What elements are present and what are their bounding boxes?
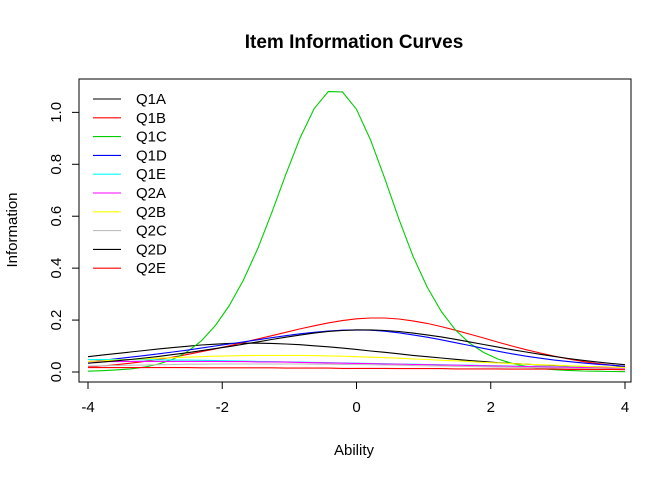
y-axis: 0.0 0.2 0.4 0.6 0.8 1.0 (48, 102, 80, 383)
y-tick-label: 0.4 (48, 258, 65, 279)
legend-label-q1b: Q1B (136, 110, 166, 127)
series-line-q2d (87, 329, 626, 366)
legend-label-q1e: Q1E (136, 166, 166, 183)
x-tick-label: 2 (487, 399, 495, 416)
y-tick-label: 0.0 (48, 362, 65, 383)
legend-label-q1a: Q1A (136, 91, 166, 108)
series-line-q2b (87, 354, 626, 369)
x-axis: -4 -2 0 2 4 (81, 381, 629, 416)
x-tick-label: 4 (621, 399, 629, 416)
legend-label-q2d: Q2D (136, 241, 167, 258)
series-line-q2a (88, 360, 626, 369)
x-tick-label: 0 (352, 399, 360, 416)
legend-label-q2a: Q2A (136, 185, 166, 202)
y-tick-label: 0.2 (48, 310, 65, 331)
y-tick-label: 0.8 (48, 154, 65, 175)
legend-label-q2c: Q2C (136, 223, 167, 240)
x-axis-label: Ability (334, 442, 375, 459)
series-line-q2e (88, 367, 626, 371)
plot-area-border (78, 78, 632, 383)
chart-title: Item Information Curves (245, 32, 464, 53)
y-tick-label: 1.0 (48, 102, 65, 123)
legend-label-q2e: Q2E (136, 260, 166, 277)
y-tick-label: 0.6 (48, 206, 65, 227)
series-line-q2c (87, 363, 626, 370)
x-tick-label: -2 (216, 399, 229, 416)
x-tick-label: -4 (81, 399, 94, 416)
series-lines (87, 91, 626, 373)
legend-label-q1d: Q1D (136, 147, 167, 164)
legend-label-q1c: Q1C (136, 129, 167, 146)
legend-label-q2b: Q2B (136, 204, 166, 221)
y-axis-label: Information (4, 192, 21, 267)
